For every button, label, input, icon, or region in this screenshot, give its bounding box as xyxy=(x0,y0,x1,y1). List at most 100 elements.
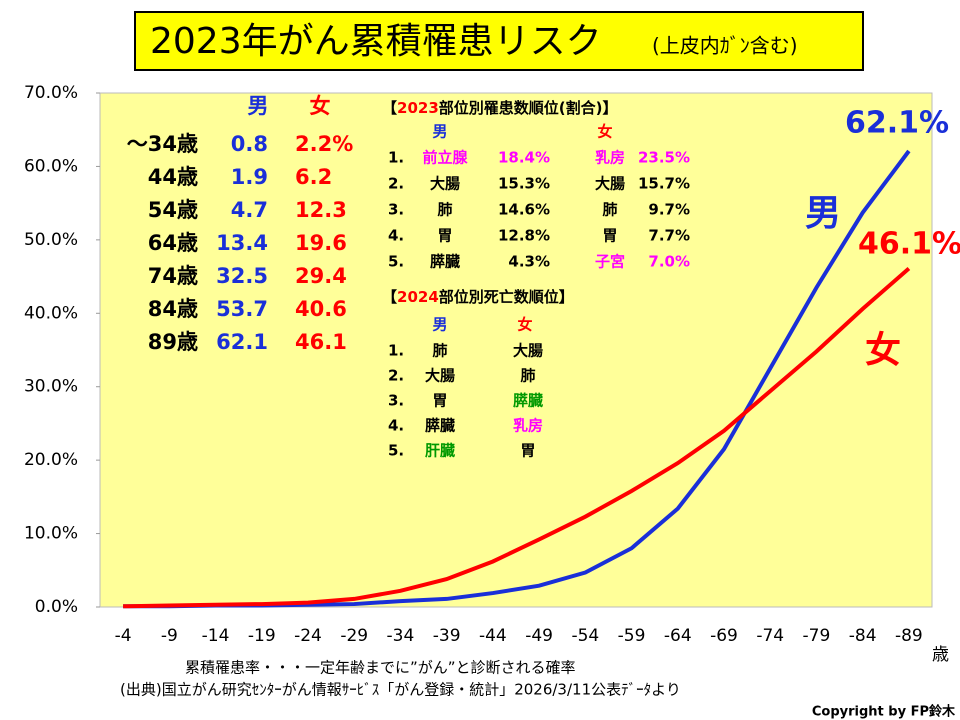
table-text: 胃 xyxy=(437,227,452,245)
table-text: 84歳 xyxy=(148,297,198,321)
table-text: 3. xyxy=(388,201,404,219)
table-text: 12.3 xyxy=(295,198,347,222)
title-box xyxy=(134,11,864,71)
table-text: 89歳 xyxy=(148,330,198,354)
table-text: 4. xyxy=(388,417,404,435)
x-unit: 歳 xyxy=(932,645,949,665)
table-text: 胃 xyxy=(602,227,617,245)
table-text: 肝臓 xyxy=(425,442,455,460)
table-text: 男 xyxy=(432,316,447,334)
table-text: 4.7 xyxy=(231,198,268,222)
table-text: 4. xyxy=(388,227,404,245)
table-text: 1. xyxy=(388,149,404,167)
y-tick-label: 50.0% xyxy=(24,230,78,250)
plot-area xyxy=(99,92,933,608)
table-text: 4.3% xyxy=(508,253,550,271)
title-part: 部位別罹患数順位(割合)】 xyxy=(439,99,618,117)
table-text: 肺 xyxy=(520,367,535,385)
table-text: 乳房 xyxy=(595,149,625,167)
x-tick-label: -24 xyxy=(294,626,322,646)
table-text: 0.8 xyxy=(231,132,268,156)
table-text: 6.2 xyxy=(295,165,332,189)
table-text: 男 xyxy=(432,123,447,141)
table-text: 肺 xyxy=(602,201,617,219)
x-tick-label: -14 xyxy=(202,626,230,646)
table-text: 男 xyxy=(248,94,269,118)
x-tick-label: -9 xyxy=(161,626,178,646)
table-text: 19.6 xyxy=(295,231,347,255)
y-tick-label: 0.0% xyxy=(35,597,78,617)
table-text: 大腸 xyxy=(513,342,543,360)
x-tick-label: -39 xyxy=(433,626,461,646)
table-text: 15.7% xyxy=(638,175,690,193)
series-label: 男 xyxy=(805,193,841,234)
table-text: 乳房 xyxy=(513,417,543,435)
footnote: 累積罹患率・・・一定年齢までに”がん”と診断される確率 xyxy=(185,659,576,677)
table-text: 7.0% xyxy=(648,253,690,271)
table-text: 18.4% xyxy=(498,149,550,167)
table-text: 大腸 xyxy=(595,175,625,193)
table-text: 女 xyxy=(310,94,331,118)
table-text: 2. xyxy=(388,175,404,193)
y-tick-label: 20.0% xyxy=(24,450,78,470)
table-text: 74歳 xyxy=(148,264,198,288)
x-tick-label: -74 xyxy=(756,626,784,646)
x-tick-label: -19 xyxy=(248,626,276,646)
table-text: 23.5% xyxy=(638,149,690,167)
table-text: 子宮 xyxy=(595,253,625,271)
table-text: 膵臓 xyxy=(513,392,543,410)
table-text: 12.8% xyxy=(498,227,550,245)
table-text: 53.7 xyxy=(216,297,268,321)
y-tick-label: 10.0% xyxy=(24,524,78,544)
x-tick-label: -4 xyxy=(115,626,132,646)
table-text: ～34歳 xyxy=(127,132,198,156)
y-tick-label: 60.0% xyxy=(24,156,78,176)
title-part: 部位別死亡数順位】 xyxy=(439,288,574,306)
chart-subtitle: (上皮内ｶﾞﾝ含む) xyxy=(652,34,798,58)
table-text: 膵臓 xyxy=(425,417,455,435)
table-text: 1.9 xyxy=(231,165,268,189)
table-text: 胃 xyxy=(432,392,447,410)
x-tick-label: -29 xyxy=(340,626,368,646)
table-text: 女 xyxy=(517,316,532,334)
x-tick-label: -69 xyxy=(710,626,738,646)
x-tick-label: -89 xyxy=(895,626,923,646)
title-part: 【 xyxy=(382,99,397,117)
y-tick-label: 70.0% xyxy=(24,83,78,103)
table-text: 46.1 xyxy=(295,330,347,354)
table-text: 29.4 xyxy=(295,264,347,288)
copyright: Copyright by FP鈴木 xyxy=(812,704,956,720)
table-text: 大腸 xyxy=(425,367,455,385)
table-text: 膵臓 xyxy=(430,253,460,271)
table-text: 54歳 xyxy=(148,198,198,222)
table-text: 胃 xyxy=(520,442,535,460)
x-tick-label: -84 xyxy=(849,626,877,646)
table-text: 5. xyxy=(388,253,404,271)
x-tick-label: -79 xyxy=(803,626,831,646)
table-text: 14.6% xyxy=(498,201,550,219)
title-part: 2023 xyxy=(397,99,439,117)
table-text: 9.7% xyxy=(648,201,690,219)
table-title: 【2024部位別死亡数順位】 xyxy=(382,288,574,306)
table-text: 40.6 xyxy=(295,297,347,321)
table-text: 1. xyxy=(388,342,404,360)
footnote: (出典)国立がん研究ｾﾝﾀｰがん情報ｻｰﾋﾞｽ「がん登録・統計」2026/3/1… xyxy=(120,681,681,699)
series-line xyxy=(123,266,911,609)
table-text: 15.3% xyxy=(498,175,550,193)
x-tick-label: -34 xyxy=(387,626,415,646)
chart-title: 2023年がん累積罹患リスク xyxy=(150,21,602,62)
table-text: 44歳 xyxy=(148,165,198,189)
end-label: 46.1% xyxy=(858,227,960,262)
table-text: 7.7% xyxy=(648,227,690,245)
table-text: 5. xyxy=(388,442,404,460)
title-part: 【 xyxy=(382,288,397,306)
x-tick-label: -54 xyxy=(571,626,599,646)
x-tick-label: -44 xyxy=(479,626,507,646)
table-text: 大腸 xyxy=(430,175,460,193)
end-label: 62.1% xyxy=(845,106,949,141)
table-text: 女 xyxy=(597,123,612,141)
table-title: 【2023部位別罹患数順位(割合)】 xyxy=(382,99,617,117)
table-text: 前立腺 xyxy=(422,149,468,167)
table-text: 3. xyxy=(388,392,404,410)
